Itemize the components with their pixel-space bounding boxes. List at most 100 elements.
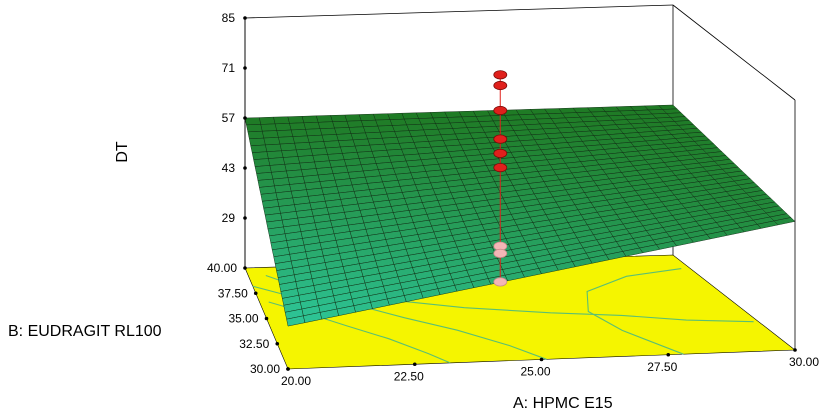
surface-cell — [346, 120, 364, 128]
surface-cell — [406, 123, 425, 131]
surface-cell — [401, 112, 420, 120]
surface-cell — [447, 116, 465, 124]
surface-cell — [249, 137, 266, 147]
surface-cell — [420, 123, 439, 131]
surface-cell — [379, 131, 398, 139]
plot-box-front — [244, 18, 796, 350]
surface-cell — [292, 135, 310, 144]
surface-cell — [274, 123, 292, 131]
surface-cell — [266, 150, 284, 159]
surface-cell — [247, 130, 265, 140]
z-tick-label: 57 — [222, 111, 236, 125]
surface-cell — [279, 142, 297, 152]
box-edge — [672, 4, 796, 101]
surface-cell — [332, 120, 350, 129]
surface-cell — [466, 126, 485, 134]
surface-cell — [411, 135, 429, 143]
z-tick-label: 43 — [222, 161, 236, 175]
x-tick-mark — [666, 352, 671, 357]
y-tick-mark — [264, 316, 269, 321]
surface-cell — [375, 119, 393, 127]
surface-cell — [334, 127, 352, 135]
surface-cell — [367, 137, 385, 146]
response-surface — [244, 104, 796, 327]
surface-cell — [358, 113, 376, 121]
y-tick-label: 30.00 — [250, 362, 280, 376]
z-tick-label: 85 — [222, 11, 236, 25]
surface-cell — [365, 131, 383, 140]
surface-cell — [246, 124, 263, 133]
surface-cell — [435, 122, 454, 130]
surface-cell — [415, 112, 434, 119]
surface-cell — [278, 136, 295, 145]
z-tick-mark — [243, 116, 247, 120]
surface-cell — [321, 134, 339, 142]
surface-cell — [336, 133, 354, 141]
surface-cell — [265, 143, 282, 152]
surface-cell — [305, 128, 323, 137]
surface-cell — [281, 149, 299, 158]
surface-cell — [381, 137, 400, 145]
surface-cell — [350, 132, 369, 141]
surface-cell — [387, 112, 405, 120]
surface-cell — [268, 157, 286, 166]
x-tick-label: 25.00 — [520, 365, 550, 379]
tick-labels: 29 43 57 71 85 30.00 32.50 35.00 37.50 40.00 20.00… — [207, 11, 819, 388]
surface-cell — [437, 128, 456, 136]
design-point — [493, 134, 508, 144]
surface-cell — [394, 130, 412, 138]
surface-cell — [348, 126, 366, 134]
x-tick-label: 22.50 — [394, 369, 424, 383]
surface-cell — [289, 122, 306, 131]
design-point — [493, 105, 508, 116]
surface-cell — [316, 115, 333, 123]
surface-cell — [244, 117, 262, 126]
surface-cell — [287, 116, 305, 124]
surface-cell — [297, 155, 315, 164]
design-point — [493, 148, 508, 158]
y-tick-label: 40.00 — [207, 261, 237, 275]
x-tick-label: 20.00 — [281, 374, 311, 388]
y-tick-mark — [253, 291, 258, 296]
surface-cell — [360, 119, 379, 128]
surface-cell — [363, 125, 381, 134]
surface-cell — [260, 123, 278, 132]
design-point — [493, 80, 508, 91]
design-point — [493, 70, 508, 80]
surface-cell — [301, 115, 319, 124]
y-axis-title: B: EUDRAGIT RL100 — [8, 323, 162, 340]
box-edge — [244, 4, 674, 19]
z-tick-mark — [243, 66, 247, 70]
design-points — [493, 70, 508, 287]
surface-cell — [352, 138, 371, 147]
surface-cell — [773, 217, 796, 226]
z-tick-mark — [243, 166, 247, 170]
surface-cell — [259, 116, 276, 125]
surface-cell — [338, 139, 356, 148]
surface-cell — [317, 121, 335, 129]
surface-cell — [303, 122, 321, 130]
surface-cell — [389, 118, 408, 126]
design-point — [493, 163, 508, 173]
surface-cell — [344, 114, 362, 122]
z-tick-label: 29 — [222, 211, 236, 225]
surface-cell — [307, 134, 325, 143]
surface-cell — [423, 128, 442, 136]
surface-cell — [310, 147, 328, 156]
surface-cell — [432, 117, 451, 124]
y-tick-mark — [243, 266, 247, 270]
surface-cell — [276, 129, 294, 138]
surface-cell — [308, 141, 326, 150]
surface-cell — [250, 144, 268, 153]
surface-cell — [408, 129, 427, 137]
y-tick-label: 32.50 — [239, 337, 269, 351]
x-tick-mark — [286, 367, 290, 371]
surface-cell — [418, 117, 436, 125]
surface-cell — [449, 122, 468, 129]
surface-cell — [251, 151, 269, 160]
y-tick-mark — [275, 341, 280, 346]
surface-cell — [323, 140, 341, 149]
design-point — [493, 277, 508, 287]
surface-cell — [377, 125, 395, 133]
